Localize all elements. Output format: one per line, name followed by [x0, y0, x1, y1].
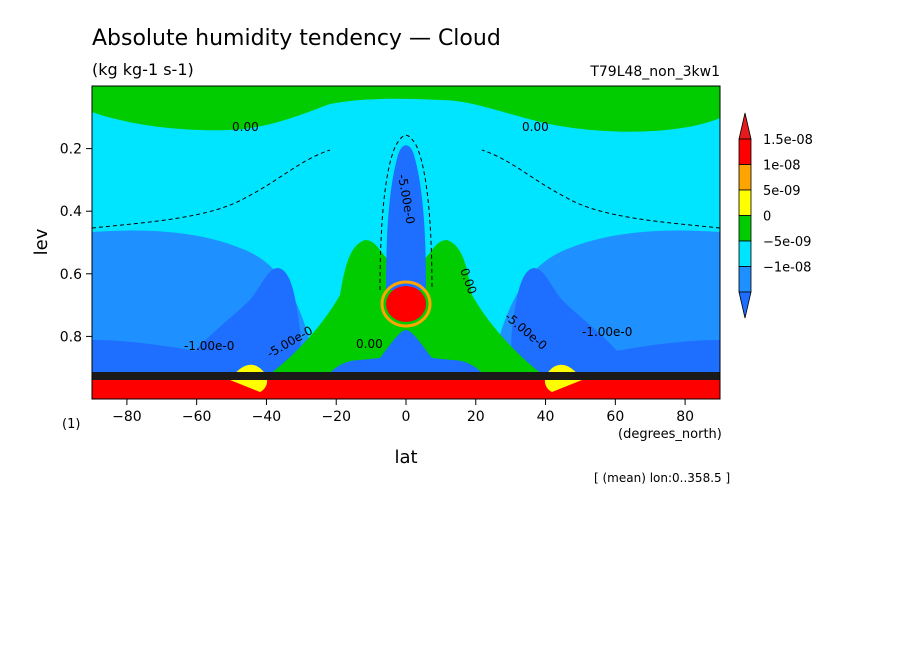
colorbar: 1.5e-08 1e-08 5e-09 0 −5e-09 −1e-08 [738, 112, 813, 319]
field-right-mid-lobe [623, 243, 720, 303]
contour-label: -1.00e-0 [184, 339, 234, 353]
x-tick-label: −20 [321, 409, 351, 425]
colorbar-label: −5e-09 [763, 235, 811, 250]
colorbar-label: 1e-08 [763, 159, 801, 174]
field-tropical-lower-blue [322, 330, 490, 385]
contour-label: -1.00e-0 [582, 325, 632, 339]
x-tick-label: 80 [676, 409, 694, 425]
y-axis-units: (1) [62, 417, 80, 432]
colorbar-over-triangle [738, 112, 752, 140]
field-right-tongue [511, 268, 632, 375]
colorbar-label: 0 [763, 210, 771, 225]
colorbar-swatch [738, 215, 752, 242]
x-axis-label: lat [394, 447, 417, 468]
colorbar-swatch [738, 138, 752, 165]
field-equatorial-red-core [386, 286, 426, 322]
field-left-tongue [180, 268, 301, 375]
y-axis: 0.2 0.4 0.6 0.8 [60, 142, 92, 345]
field-top-green-band [92, 86, 720, 132]
x-tick-label: 60 [606, 409, 624, 425]
field-equatorial-orange-ring [380, 280, 432, 328]
run-label: T79L48_non_3kw1 [589, 64, 720, 80]
x-tick-label: 0 [402, 409, 411, 425]
contour-label: 0.00 [232, 120, 259, 134]
colorbar-under-triangle [738, 291, 752, 319]
colorbar-swatch [738, 164, 752, 191]
field-left-mid-lobe [92, 243, 189, 303]
y-tick-label: 0.2 [60, 142, 82, 158]
contour-label: 0.00 [356, 337, 383, 351]
y-tick-label: 0.4 [60, 204, 82, 220]
x-tick-label: −60 [182, 409, 212, 425]
x-tick-label: 20 [467, 409, 485, 425]
chart-title: Absolute humidity tendency — Cloud [92, 26, 501, 51]
field-tropical-column [386, 145, 426, 290]
footnote: [ (mean) lon:0..358.5 ] [594, 471, 730, 485]
plot-area: 0.00 0.00 -5.00e-0 0.00 -1.00e-0 0.00 -5… [91, 85, 721, 400]
colorbar-label: 5e-09 [763, 184, 801, 199]
x-tick-label: −80 [112, 409, 142, 425]
contour-label: 0.00 [522, 120, 549, 134]
colorbar-swatch [738, 189, 752, 216]
field-lower-blue-band [92, 340, 720, 372]
field-surface-red-band [92, 380, 720, 399]
y-tick-label: 0.6 [60, 267, 82, 283]
x-tick-label: −40 [252, 409, 282, 425]
field-surface-black-band [92, 372, 720, 380]
x-axis-units: (degrees_north) [618, 427, 722, 442]
y-tick-label: 0.8 [60, 329, 82, 345]
x-tick-label: 40 [537, 409, 555, 425]
colorbar-swatch [738, 266, 752, 293]
contour-dashed-column [379, 134, 433, 291]
chart-subtitle: (kg kg-1 s-1) [92, 60, 194, 79]
colorbar-swatch [738, 240, 752, 267]
colorbar-label: 1.5e-08 [763, 133, 813, 148]
x-axis: −80 −60 −40 −20 0 20 40 60 80 [112, 399, 694, 425]
y-axis-label: lev [31, 228, 52, 255]
colorbar-label: −1e-08 [763, 261, 811, 276]
